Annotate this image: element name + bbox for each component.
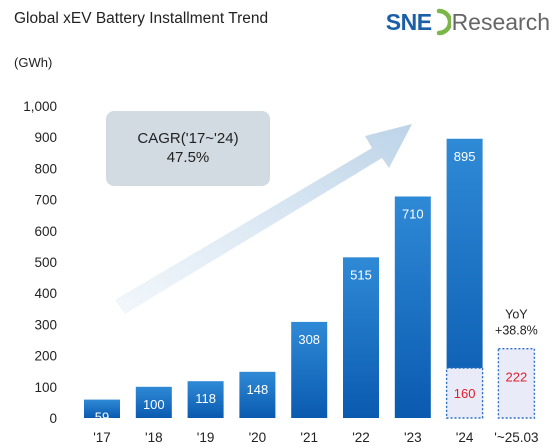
x-tick-label: '~25.03	[494, 430, 538, 445]
growth-arrow	[115, 124, 412, 314]
cagr-callout-box	[106, 111, 270, 186]
logo-brand-text: SNE	[385, 8, 432, 35]
ytd-value-label: 160	[454, 386, 476, 401]
bar	[84, 399, 120, 418]
chart-title: Global xEV Battery Installment Trend	[14, 10, 269, 27]
bar-value-label: 515	[350, 267, 372, 282]
cagr-title: CAGR('17~'24)	[137, 130, 238, 147]
bar-value-label: 100	[143, 397, 165, 412]
x-tick-label: '19	[197, 430, 215, 445]
y-tick-label: 800	[34, 161, 57, 176]
bar	[187, 381, 224, 418]
bar-value-label: 59	[95, 410, 109, 425]
bar	[135, 386, 172, 418]
bar	[291, 321, 328, 418]
bar-value-label: 710	[402, 206, 424, 221]
cagr-value: 47.5%	[167, 149, 210, 166]
y-tick-label: 700	[34, 193, 57, 208]
yoy-label: YoY	[505, 308, 528, 322]
bar-value-label: 895	[454, 149, 476, 164]
logo-suffix-text: Research	[451, 8, 550, 35]
y-tick-label: 100	[34, 380, 57, 395]
logo-arc-icon	[436, 8, 451, 36]
y-tick-label: 0	[49, 411, 57, 426]
bar-value-label: 148	[247, 382, 269, 397]
sne-research-logo: SNE Research	[386, 8, 550, 36]
y-tick-label: 600	[34, 224, 57, 239]
x-tick-label: '24	[456, 430, 474, 445]
y-tick-label: 1,000	[23, 99, 57, 114]
bar	[394, 196, 431, 418]
x-tick-label: '18	[145, 430, 163, 445]
yoy-value: +38.8%	[495, 324, 538, 338]
y-tick-label: 900	[34, 130, 57, 145]
bar	[343, 257, 379, 418]
x-tick-label: '22	[352, 430, 370, 445]
bar-value-label: 222	[506, 370, 528, 385]
y-tick-label: 500	[34, 255, 57, 270]
y-tick-label: 300	[34, 317, 57, 332]
ytd-overlay-bar	[445, 367, 484, 419]
bar	[239, 371, 276, 418]
y-tick-label: 400	[34, 286, 57, 301]
x-tick-label: '23	[404, 430, 422, 445]
bar-value-label: 118	[195, 391, 216, 406]
y-tick-label: 200	[34, 349, 57, 364]
x-tick-label: '20	[249, 430, 267, 445]
y-axis-unit-label: (GWh)	[14, 55, 53, 70]
bar-value-label: 308	[298, 332, 320, 347]
x-tick-label: '21	[300, 430, 318, 445]
bar	[497, 348, 536, 419]
x-tick-label: '17	[93, 430, 111, 445]
